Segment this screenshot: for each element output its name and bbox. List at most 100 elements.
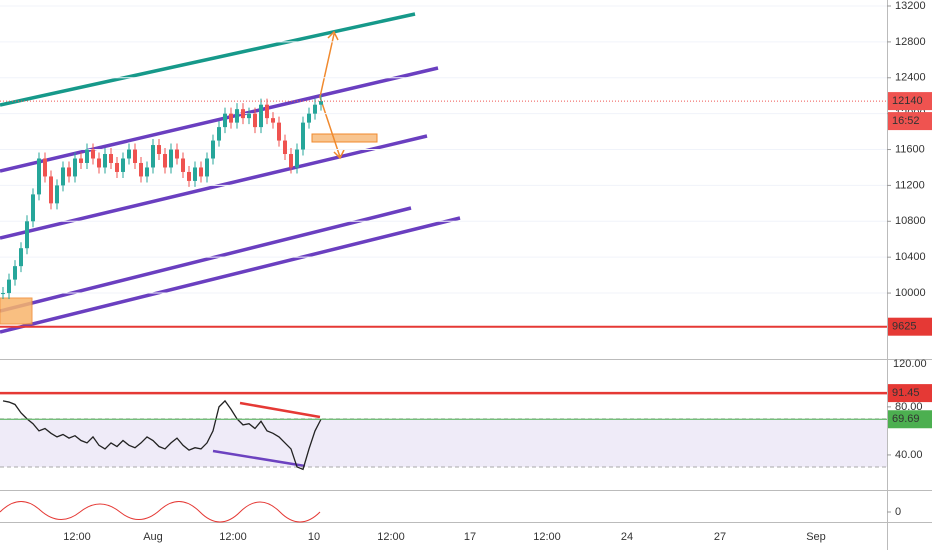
y-tick-label: 10000 — [895, 287, 926, 299]
candle-body — [193, 167, 197, 181]
candle-body — [199, 167, 203, 177]
candle-body — [7, 279, 11, 294]
candle-body — [229, 113, 233, 123]
trend-line — [0, 216, 461, 334]
candle-body — [49, 176, 53, 204]
candle-body — [235, 109, 239, 123]
price-tag — [888, 410, 932, 429]
y-tick-label: 12800 — [895, 36, 926, 48]
div-line — [239, 401, 321, 419]
candle-body — [79, 158, 83, 163]
x-tick-label: 12:00 — [63, 531, 91, 543]
candle-body — [73, 158, 77, 177]
x-tick-label: 10 — [308, 531, 320, 543]
candle-body — [217, 127, 221, 141]
candle-body — [175, 149, 179, 159]
price-tag-label: 91.45 — [892, 387, 920, 399]
price-tag-label: 69.69 — [892, 413, 920, 425]
candle-body — [61, 167, 65, 186]
candle-body — [37, 158, 41, 195]
price-tag — [888, 317, 932, 336]
candle-body — [247, 113, 251, 119]
candle-body — [313, 104, 317, 114]
rsi-band — [0, 418, 887, 467]
candle-body — [55, 185, 59, 204]
candle-body — [67, 167, 71, 177]
candle-body — [307, 113, 311, 123]
candle-body — [139, 162, 143, 177]
zone-box — [0, 297, 33, 325]
candle-body — [241, 109, 245, 119]
candle-body — [283, 140, 287, 155]
macd-line — [0, 501, 321, 523]
countdown-tag — [888, 112, 932, 131]
x-tick-label: 17 — [464, 531, 476, 543]
y-tick-label: 12400 — [895, 72, 926, 84]
candle-body — [187, 171, 191, 181]
candle-body — [133, 149, 137, 163]
candle-body — [85, 149, 89, 163]
y-tick-label: 13200 — [895, 0, 926, 12]
candle-body — [205, 158, 209, 177]
div-line — [212, 449, 306, 468]
candle-body — [211, 140, 215, 159]
candle-body — [163, 154, 167, 168]
price-tag-label: 12140 — [892, 95, 923, 107]
rsi-line — [2, 399, 322, 471]
price-tag-label: 9625 — [892, 321, 916, 333]
candle-body — [121, 158, 125, 172]
candle-body — [31, 194, 35, 222]
y-tick-label: 0 — [895, 506, 901, 518]
arrow — [319, 30, 339, 98]
trend-line — [0, 12, 416, 107]
candle-body — [19, 248, 23, 267]
candle-body — [265, 104, 269, 119]
candle-body — [103, 154, 107, 168]
y-tick-label: 11200 — [895, 179, 925, 191]
y-tick-label: 10400 — [895, 251, 926, 263]
candle-body — [1, 293, 5, 295]
x-tick-label: 24 — [621, 531, 633, 543]
candle-body — [259, 104, 263, 128]
volume-label: 120.00 — [893, 358, 927, 370]
y-tick-label: 10800 — [895, 215, 926, 227]
y-tick-label: 11600 — [895, 143, 925, 155]
candle-body — [277, 122, 281, 141]
x-tick-label: 27 — [714, 531, 726, 543]
price-tag — [888, 92, 932, 111]
candle-body — [301, 122, 305, 150]
candle-body — [25, 221, 29, 249]
x-tick-label: Sep — [806, 531, 826, 543]
candle-body — [127, 149, 131, 159]
arrow — [319, 96, 345, 160]
candle-body — [181, 158, 185, 172]
candle-body — [157, 145, 161, 155]
candle-body — [115, 162, 119, 172]
x-tick-label: 12:00 — [219, 531, 247, 543]
price-tag — [888, 384, 932, 403]
x-tick-label: 12:00 — [533, 531, 561, 543]
candle-body — [97, 158, 101, 168]
candle-body — [253, 113, 257, 128]
trend-line — [0, 66, 439, 173]
candle-body — [169, 149, 173, 168]
zone-box — [311, 133, 378, 143]
candle-body — [151, 145, 155, 168]
candle-body — [43, 158, 47, 177]
candle-body — [13, 266, 17, 280]
trend-line — [0, 206, 412, 313]
candle-body — [295, 149, 299, 168]
candle-body — [109, 154, 113, 163]
candle-body — [145, 167, 149, 177]
countdown-label: 16:52 — [892, 115, 920, 127]
x-tick-label: 12:00 — [377, 531, 405, 543]
y-tick-label: 40.00 — [895, 449, 923, 461]
candle-body — [223, 113, 227, 128]
x-tick-label: Aug — [143, 531, 163, 543]
y-tick-label: 80.00 — [895, 401, 923, 413]
candle-body — [271, 118, 275, 123]
candle-body — [319, 101, 323, 105]
candle-body — [91, 149, 95, 159]
